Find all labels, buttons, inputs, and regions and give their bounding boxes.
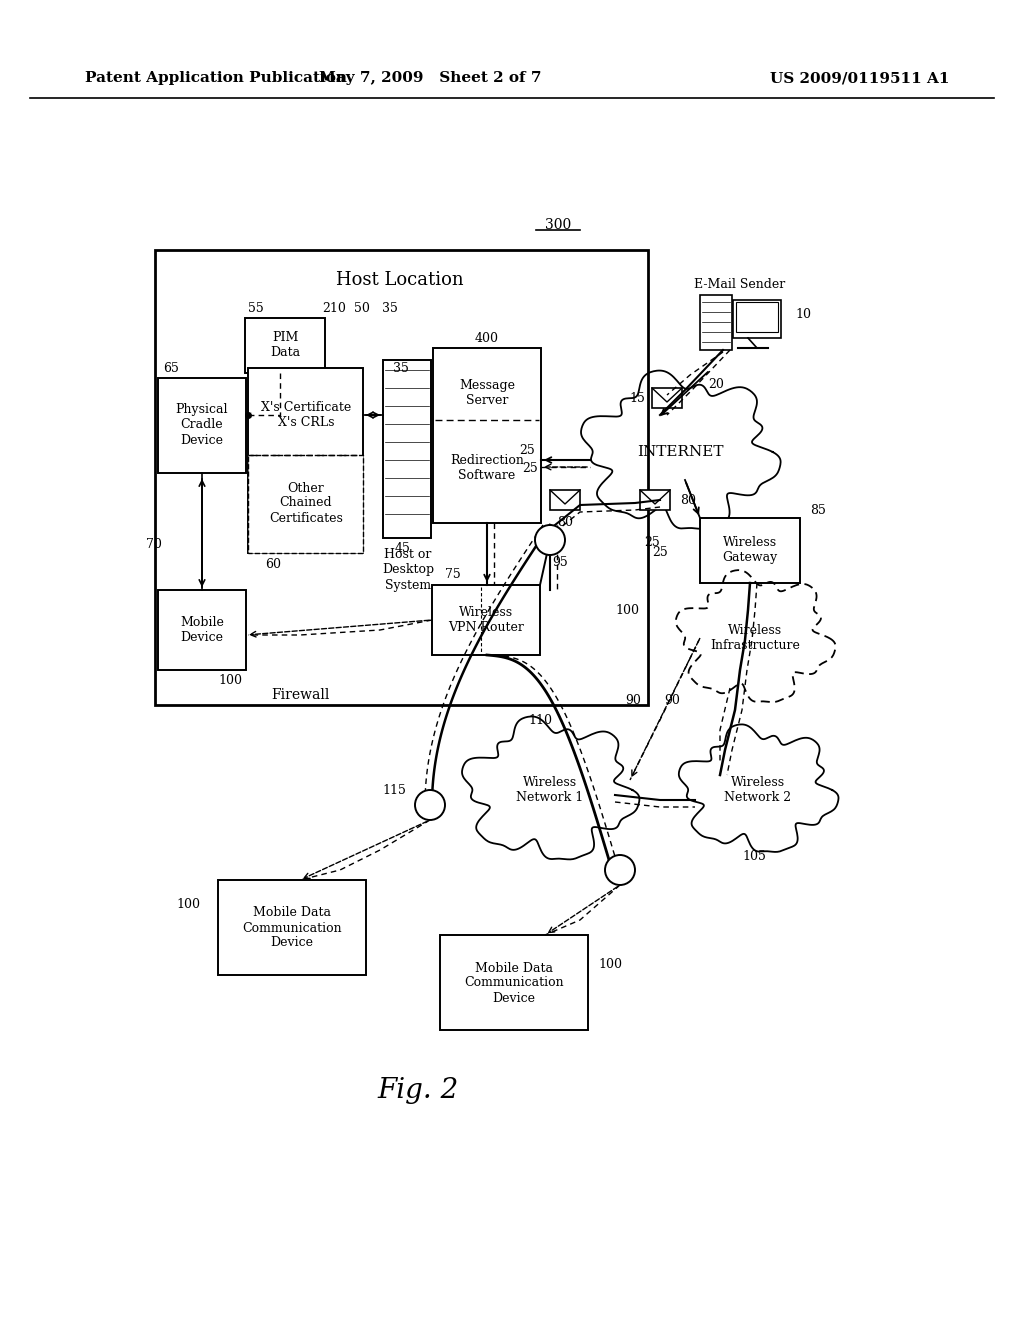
Text: 95: 95 — [552, 556, 568, 569]
Circle shape — [605, 855, 635, 884]
Bar — [158, 590, 246, 671]
Text: Host or
Desktop
System: Host or Desktop System — [382, 549, 434, 591]
Bar — [733, 300, 781, 338]
Bar — [432, 585, 540, 655]
Text: Mobile Data
Communication
Device: Mobile Data Communication Device — [464, 961, 564, 1005]
Bar — [158, 378, 246, 473]
Text: 25: 25 — [522, 462, 538, 474]
Bar — [383, 360, 431, 539]
Text: Wireless
Gateway: Wireless Gateway — [722, 536, 777, 564]
Bar — [700, 294, 732, 350]
Text: Firewall: Firewall — [270, 688, 329, 702]
Text: 25: 25 — [644, 536, 660, 549]
Text: May 7, 2009   Sheet 2 of 7: May 7, 2009 Sheet 2 of 7 — [318, 71, 542, 84]
Text: 85: 85 — [810, 503, 826, 516]
Text: 35: 35 — [393, 362, 409, 375]
Text: 80: 80 — [557, 516, 573, 528]
Text: 20: 20 — [708, 379, 724, 392]
Text: 35: 35 — [382, 301, 398, 314]
Bar — [433, 348, 541, 523]
Bar — [245, 318, 325, 374]
Text: Message
Server: Message Server — [459, 379, 515, 407]
Bar — [640, 490, 670, 510]
Text: E-Mail Sender: E-Mail Sender — [694, 279, 785, 292]
Bar — [736, 302, 778, 333]
Bar — [218, 880, 366, 975]
Text: INTERNET: INTERNET — [637, 445, 723, 459]
Text: Mobile Data
Communication
Device: Mobile Data Communication Device — [243, 907, 342, 949]
Bar — [248, 455, 362, 553]
Text: 10: 10 — [795, 309, 811, 322]
Text: 15: 15 — [629, 392, 645, 404]
Text: Wireless
VPN Router: Wireless VPN Router — [449, 606, 524, 634]
Text: Wireless
Network 2: Wireless Network 2 — [724, 776, 792, 804]
Text: 400: 400 — [475, 331, 499, 345]
Text: Redirection
Software: Redirection Software — [451, 454, 524, 482]
Text: PIM
Data: PIM Data — [270, 331, 300, 359]
Text: 60: 60 — [265, 558, 281, 572]
Circle shape — [535, 525, 565, 554]
Text: 25: 25 — [652, 545, 668, 558]
Text: Physical
Cradle
Device: Physical Cradle Device — [176, 404, 228, 446]
Text: 25: 25 — [519, 444, 535, 457]
Text: US 2009/0119511 A1: US 2009/0119511 A1 — [770, 71, 950, 84]
Bar — [155, 249, 648, 705]
Text: 75: 75 — [445, 569, 461, 582]
Bar — [652, 388, 682, 408]
Text: 90: 90 — [625, 693, 641, 706]
Bar — [248, 368, 362, 553]
Text: 55: 55 — [248, 301, 264, 314]
Text: 110: 110 — [528, 714, 552, 726]
Bar — [440, 935, 588, 1030]
Text: Fig. 2: Fig. 2 — [378, 1077, 459, 1104]
Text: 45: 45 — [395, 541, 411, 554]
Text: 210: 210 — [322, 301, 346, 314]
Text: Patent Application Publication: Patent Application Publication — [85, 71, 347, 84]
Text: 115: 115 — [382, 784, 406, 796]
Text: Mobile
Device: Mobile Device — [180, 616, 224, 644]
Text: 70: 70 — [146, 539, 162, 552]
Text: Host Location: Host Location — [336, 271, 464, 289]
Text: Wireless
Infrastructure: Wireless Infrastructure — [710, 624, 800, 652]
Text: 50: 50 — [354, 301, 370, 314]
Text: 105: 105 — [742, 850, 766, 862]
Circle shape — [415, 789, 445, 820]
Text: X's Certificate
X's CRLs: X's Certificate X's CRLs — [261, 401, 351, 429]
Bar — [700, 517, 800, 583]
Text: 80: 80 — [680, 494, 696, 507]
Text: 100: 100 — [598, 958, 622, 972]
Text: 100: 100 — [615, 603, 639, 616]
Text: Wireless
Network 1: Wireless Network 1 — [516, 776, 584, 804]
Text: 65: 65 — [163, 362, 179, 375]
Text: 100: 100 — [218, 673, 242, 686]
Bar — [550, 490, 580, 510]
Text: 90: 90 — [664, 693, 680, 706]
Text: 300: 300 — [545, 218, 571, 232]
Text: Other
Chained
Certificates: Other Chained Certificates — [269, 482, 343, 524]
Text: 100: 100 — [176, 899, 200, 912]
